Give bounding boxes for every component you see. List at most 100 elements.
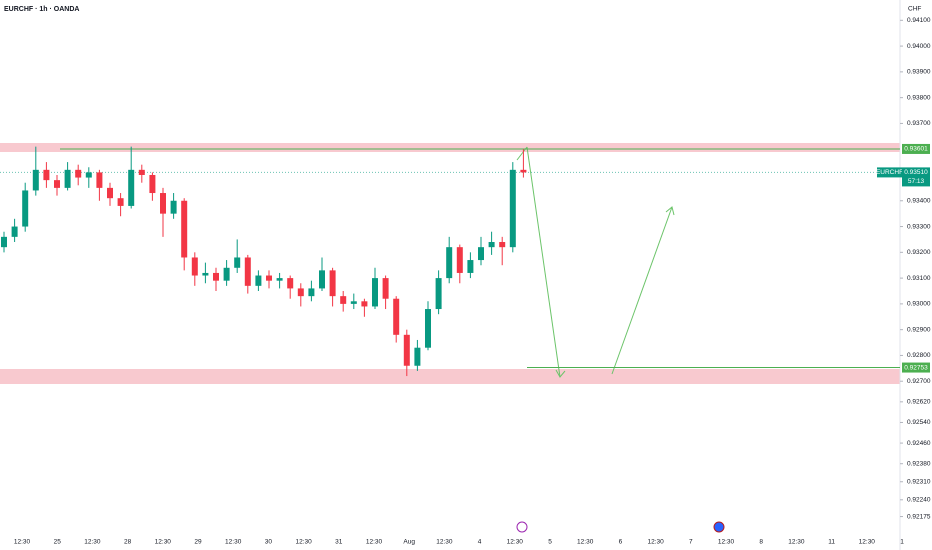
candle-body	[96, 172, 103, 188]
candle-body	[435, 278, 442, 310]
x-tick-label: 12:30	[84, 539, 101, 546]
symbol-box	[877, 167, 902, 178]
candle-body	[107, 187, 113, 199]
candle-body	[520, 169, 527, 173]
x-tick-label: 12:30	[295, 539, 312, 546]
x-tick-label: 12:30	[436, 539, 453, 546]
x-tick-label: 28	[124, 539, 132, 546]
event-icon[interactable]	[713, 521, 725, 533]
candle-body	[488, 242, 495, 248]
y-tick-label: 0.93400	[907, 197, 931, 204]
x-tick-label: 12:30	[788, 539, 805, 546]
x-tick-label: 12:30	[14, 539, 31, 546]
x-tick-label: 8	[759, 539, 763, 546]
arrow-head	[665, 206, 675, 216]
y-tick-label: 0.94100	[907, 17, 931, 24]
candle-body	[149, 174, 156, 194]
candle-body	[64, 169, 71, 188]
candle-body	[403, 334, 410, 366]
y-tick-label: 0.93100	[907, 275, 931, 282]
x-tick-label: 12:30	[647, 539, 664, 546]
candle-body	[128, 169, 135, 206]
chart-title: EURCHF · 1h · OANDA	[4, 6, 79, 13]
candle-body	[446, 247, 453, 279]
x-tick-label: 12:30	[155, 539, 172, 546]
y-tick-label: 0.94000	[907, 43, 931, 50]
x-tick-label: 31	[335, 539, 343, 546]
candle-body	[22, 190, 29, 227]
candle-body	[297, 288, 304, 297]
candle-body	[340, 296, 347, 304]
candle-body	[191, 257, 198, 276]
candle-body	[499, 242, 506, 248]
candle-body	[11, 226, 18, 237]
symbol-label: EURCHF	[876, 169, 903, 176]
candle-body	[287, 278, 294, 289]
x-tick-label: 30	[265, 539, 273, 546]
candle-body	[244, 257, 251, 286]
y-tick-label: 0.93200	[907, 249, 931, 256]
last-price: 0.93510	[904, 169, 928, 176]
x-tick-label: 25	[54, 539, 62, 546]
x-tick-label: 12:30	[718, 539, 735, 546]
x-tick-label: 12:30	[225, 539, 242, 546]
candle-body	[308, 288, 315, 297]
support-price: 0.92753	[904, 364, 928, 371]
x-tick-label: 29	[194, 539, 202, 546]
y-tick-label: 0.93900	[907, 69, 931, 76]
y-tick-label: 0.92800	[907, 352, 931, 359]
candle-body	[160, 193, 166, 214]
countdown: 57:13	[908, 178, 925, 185]
currency-label: CHF	[908, 6, 921, 13]
candle-body	[276, 278, 283, 281]
y-tick-label: 0.92240	[907, 497, 931, 504]
y-tick-label: 0.92380	[907, 460, 931, 467]
projection-down	[526, 146, 561, 378]
last-price-box	[902, 167, 930, 187]
candle-body	[1, 236, 7, 248]
candle-body	[234, 257, 241, 268]
resistance-price-box	[902, 143, 930, 154]
y-tick-label: 0.93300	[907, 223, 931, 230]
candle-body	[85, 172, 92, 178]
candle-body	[414, 347, 421, 366]
support-zone	[0, 369, 900, 384]
candle-body	[361, 301, 368, 307]
x-tick-label: 1	[900, 539, 904, 546]
y-tick-label: 0.93800	[907, 94, 931, 101]
candle-body	[509, 169, 516, 248]
candle-body	[266, 275, 272, 281]
resistance-price: 0.93601	[904, 146, 928, 153]
candle-body	[456, 247, 463, 273]
y-tick-label: 0.92460	[907, 440, 931, 447]
x-tick-label: 4	[478, 539, 482, 546]
candle-body	[202, 272, 209, 276]
support-price-box	[902, 362, 930, 373]
candle-body	[181, 200, 188, 258]
candle-body	[117, 198, 124, 206]
candle-body	[138, 169, 145, 175]
projection-up	[611, 206, 673, 375]
x-tick-label: Aug	[403, 539, 415, 546]
candle-body	[393, 298, 400, 335]
candle-body	[54, 180, 60, 188]
y-tick-label: 0.92900	[907, 326, 931, 333]
candle-body	[319, 270, 325, 289]
x-tick-label: 11	[828, 539, 835, 546]
candle-body	[223, 267, 230, 281]
event-icon[interactable]	[516, 521, 528, 533]
candle-body	[382, 278, 389, 299]
y-tick-label: 0.92175	[907, 513, 931, 520]
candle-body	[425, 309, 431, 348]
candle-body	[75, 169, 82, 178]
y-tick-label: 0.92620	[907, 399, 931, 406]
y-tick-label: 0.92540	[907, 419, 931, 426]
y-tick-label: 0.92310	[907, 478, 931, 485]
candle-body	[43, 169, 50, 181]
arrow-head	[555, 369, 566, 378]
y-tick-label: 0.92700	[907, 378, 931, 385]
x-tick-label: 7	[689, 539, 693, 546]
x-tick-label: 12:30	[577, 539, 594, 546]
y-tick-label: 0.93000	[907, 301, 931, 308]
